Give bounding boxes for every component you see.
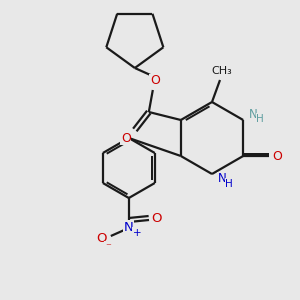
Text: N: N <box>218 172 226 185</box>
Text: N: N <box>249 107 258 121</box>
Text: H: H <box>256 114 264 124</box>
Text: CH₃: CH₃ <box>212 66 233 76</box>
Text: +: + <box>133 228 141 238</box>
Text: ⁻: ⁻ <box>105 242 111 252</box>
Text: H: H <box>225 179 233 189</box>
Text: O: O <box>121 131 131 145</box>
Text: O: O <box>272 149 282 163</box>
Text: N: N <box>124 221 134 234</box>
Text: O: O <box>150 74 160 88</box>
Text: O: O <box>97 232 107 244</box>
Text: O: O <box>152 212 162 224</box>
